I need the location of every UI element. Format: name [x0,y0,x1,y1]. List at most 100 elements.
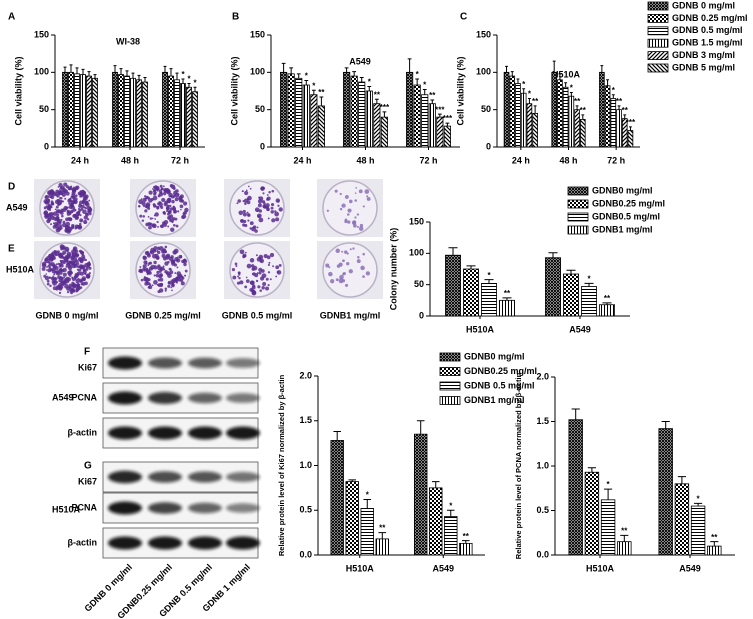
colony [364,189,370,194]
colony [354,216,357,219]
colony [352,220,356,225]
legend-swatch [439,381,461,391]
bar [350,75,358,148]
error-bar [677,476,686,484]
error-bar [617,105,621,110]
bar [413,433,428,556]
colony [45,273,48,275]
colony [62,245,65,248]
colony [80,207,84,211]
colony [144,209,148,213]
colony [81,266,85,269]
colony [48,212,52,217]
colony [66,290,70,294]
colony [56,198,61,203]
error-bar [533,105,537,114]
colony [181,215,185,219]
colony [59,271,63,275]
colony [46,219,51,224]
colony [249,258,255,263]
colony [170,195,175,199]
bar [174,79,180,148]
legend-swatch [567,225,589,235]
colony [247,213,251,217]
legend-swatch [647,38,669,48]
y-tick-label: 0 [260,141,265,151]
bar [136,79,142,148]
x-tick-label: 24 h [71,155,89,165]
colony [79,214,82,217]
significance-label: * [449,501,453,510]
colony [254,273,259,278]
error-bar [569,91,573,97]
colony [335,248,340,254]
legend-label: GDNB 3 mg/ml [672,50,735,60]
colony [183,201,188,206]
colony [153,204,157,208]
blot-band [148,502,182,514]
blot-band [108,470,142,484]
colony [356,213,360,216]
colony [149,222,153,226]
colony [148,190,153,195]
colony [157,250,161,255]
colony [67,186,72,191]
blot-band [226,358,260,368]
colony [168,267,172,271]
error-bar [407,58,412,73]
colony [148,266,154,271]
colony [355,187,357,189]
colony [166,205,169,208]
error-bar [623,114,627,119]
colony [359,223,364,228]
colony [164,245,168,249]
y-tick-label: 0 [486,141,491,151]
colony [48,261,51,264]
colony [237,275,240,278]
colony [366,195,369,198]
colony [262,192,265,195]
y-tick-label: 0 [44,141,49,151]
colony [151,188,154,190]
y-tick-label: 150 [476,29,491,39]
error-bar [462,540,470,544]
y-tick-label: 1.0 [299,460,312,470]
colony [174,252,176,255]
colony [59,202,62,205]
chart-title: H510A [552,69,581,79]
colony [256,213,262,219]
colony [171,220,174,224]
error-bar [363,499,372,509]
bar [562,86,569,148]
colony [63,280,66,283]
colony [270,206,274,210]
colony [65,217,69,222]
protein-label: PCNA [71,502,97,512]
colony [53,273,56,276]
colony [261,186,265,190]
legend-swatch [647,1,669,11]
legend-swatch [567,212,589,222]
colony [64,197,67,200]
error-bar [548,252,558,258]
colony [61,188,65,193]
colony [78,204,83,209]
colony [237,271,241,275]
colony [147,207,151,210]
column-label: GDNB 0 mg/ml [35,310,98,320]
error-bar [113,65,117,73]
colony [71,258,73,260]
colony [146,268,148,270]
error-bar [289,67,294,74]
colony [88,207,93,212]
colony [79,218,84,223]
bar [421,94,429,148]
error-bar [600,65,604,73]
error-bar [382,111,387,118]
colony [83,219,88,225]
significance-label: *** [435,105,445,114]
legend-label: GDNB 0.5 mg/ml [464,380,535,390]
colony [71,276,74,279]
blot-band [108,426,142,440]
